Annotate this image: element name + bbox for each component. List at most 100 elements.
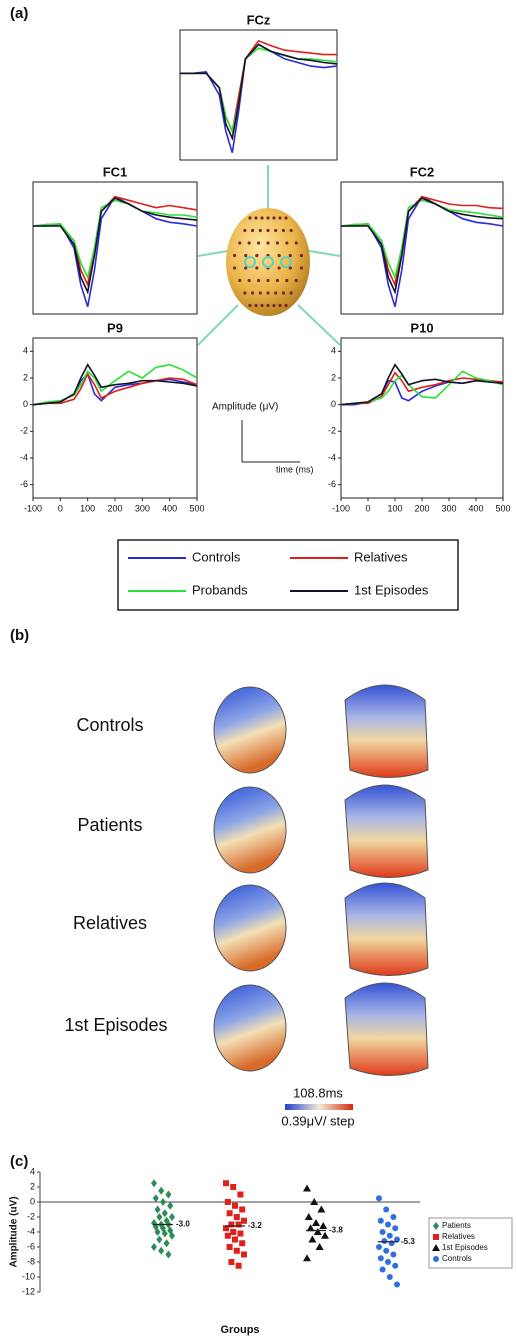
- data-point: [165, 1250, 172, 1259]
- electrode: [266, 241, 270, 245]
- electrode: [266, 228, 270, 233]
- y-tick-label: -4: [27, 1226, 35, 1236]
- mean-label: -3.8: [329, 1226, 343, 1235]
- electrode: [274, 291, 278, 295]
- data-point: [233, 1247, 240, 1254]
- data-point: [156, 1235, 163, 1244]
- electrode: [281, 291, 286, 295]
- x-tick-label: 100: [387, 503, 402, 513]
- y-tick-label: -4: [20, 452, 28, 462]
- electrode: [243, 291, 247, 295]
- data-point: [394, 1236, 400, 1243]
- electrode: [247, 278, 251, 283]
- electrode: [281, 228, 286, 233]
- y-tick-label: -2: [27, 1211, 35, 1221]
- electrode: [260, 216, 264, 220]
- data-point: [379, 1266, 386, 1273]
- y-tick-label: -6: [328, 479, 336, 489]
- electrode: [250, 291, 255, 295]
- data-point: [379, 1229, 386, 1235]
- data-point: [385, 1259, 391, 1265]
- y-tick-label: -4: [328, 452, 336, 462]
- electrode: [255, 266, 259, 270]
- legend-label: Patients: [442, 1221, 471, 1230]
- data-point: [158, 1186, 165, 1195]
- data-point: [386, 1232, 393, 1239]
- data-point: [235, 1262, 242, 1269]
- data-point: [390, 1251, 397, 1258]
- plot-frame: [32, 337, 198, 499]
- data-point: [390, 1214, 397, 1220]
- y-axis-label: Amplitude (uV): [9, 1196, 20, 1267]
- data-point: [232, 1202, 238, 1209]
- x-tick-label: 100: [80, 503, 95, 513]
- scale-bar: Amplitude (μV) time (ms): [212, 402, 314, 475]
- group-label: Patients: [77, 815, 142, 835]
- y-tick-label: -8: [27, 1256, 35, 1266]
- chart-title: FC1: [103, 164, 128, 179]
- y-tick-label: -6: [27, 1241, 35, 1251]
- electrode: [250, 228, 255, 233]
- waveform: [32, 363, 198, 406]
- data-point: [306, 1224, 315, 1232]
- plot-frame: [179, 29, 338, 161]
- electrode: [254, 216, 258, 220]
- legend-label: 1st Episodes: [442, 1243, 488, 1252]
- y-tick-label: -12: [22, 1286, 35, 1296]
- waveform: [180, 43, 338, 141]
- data-point: [383, 1247, 390, 1254]
- data-point: [386, 1274, 393, 1280]
- data-point: [224, 1232, 231, 1239]
- panel-label: (c): [10, 1153, 28, 1170]
- electrode: [275, 241, 280, 245]
- y-tick-label: 0: [331, 399, 336, 409]
- electrode: [266, 216, 270, 220]
- data-point: [167, 1201, 174, 1210]
- group-label: Controls: [76, 715, 143, 735]
- data-point: [321, 1231, 329, 1239]
- y-tick-label: -6: [20, 479, 28, 489]
- electrode: [255, 253, 259, 258]
- data-point: [228, 1259, 235, 1265]
- data-point: [237, 1230, 244, 1237]
- electrode: [285, 241, 289, 245]
- x-tick-label: 500: [189, 503, 204, 513]
- plot-frame: [32, 181, 198, 315]
- electrode: [266, 278, 270, 283]
- electrode: [238, 278, 242, 283]
- legend-label: 1st Episodes: [354, 582, 429, 597]
- waveform: [340, 363, 504, 406]
- waveform: [33, 197, 198, 295]
- data-point: [377, 1255, 384, 1262]
- data-point: [381, 1238, 388, 1244]
- electrode: [272, 216, 276, 220]
- data-point: [232, 1236, 238, 1243]
- data-point: [239, 1206, 246, 1213]
- y-tick-label: 2: [30, 1181, 35, 1191]
- data-point: [303, 1254, 311, 1262]
- data-point: [241, 1217, 247, 1224]
- electrode: [277, 266, 281, 270]
- electrode: [244, 253, 248, 258]
- electrode: [248, 303, 252, 308]
- electrode: [256, 241, 261, 245]
- data-point: [228, 1221, 235, 1228]
- electrode: [243, 228, 247, 233]
- data-point: [156, 1213, 163, 1221]
- scale-x-label: time (ms): [276, 464, 314, 474]
- data-point: [385, 1221, 391, 1228]
- y-tick-label: -10: [22, 1271, 35, 1281]
- x-tick-label: 500: [495, 503, 510, 513]
- electrode: [258, 228, 262, 233]
- data-point: [169, 1231, 175, 1240]
- electrode: [266, 303, 270, 308]
- data-point: [377, 1217, 384, 1224]
- electrode: [278, 216, 282, 220]
- plot-frame: [340, 337, 504, 499]
- legend-label: Controls: [192, 549, 241, 564]
- data-point: [376, 1195, 382, 1202]
- data-point: [315, 1243, 324, 1250]
- data-point: [433, 1256, 439, 1262]
- data-point: [163, 1239, 170, 1248]
